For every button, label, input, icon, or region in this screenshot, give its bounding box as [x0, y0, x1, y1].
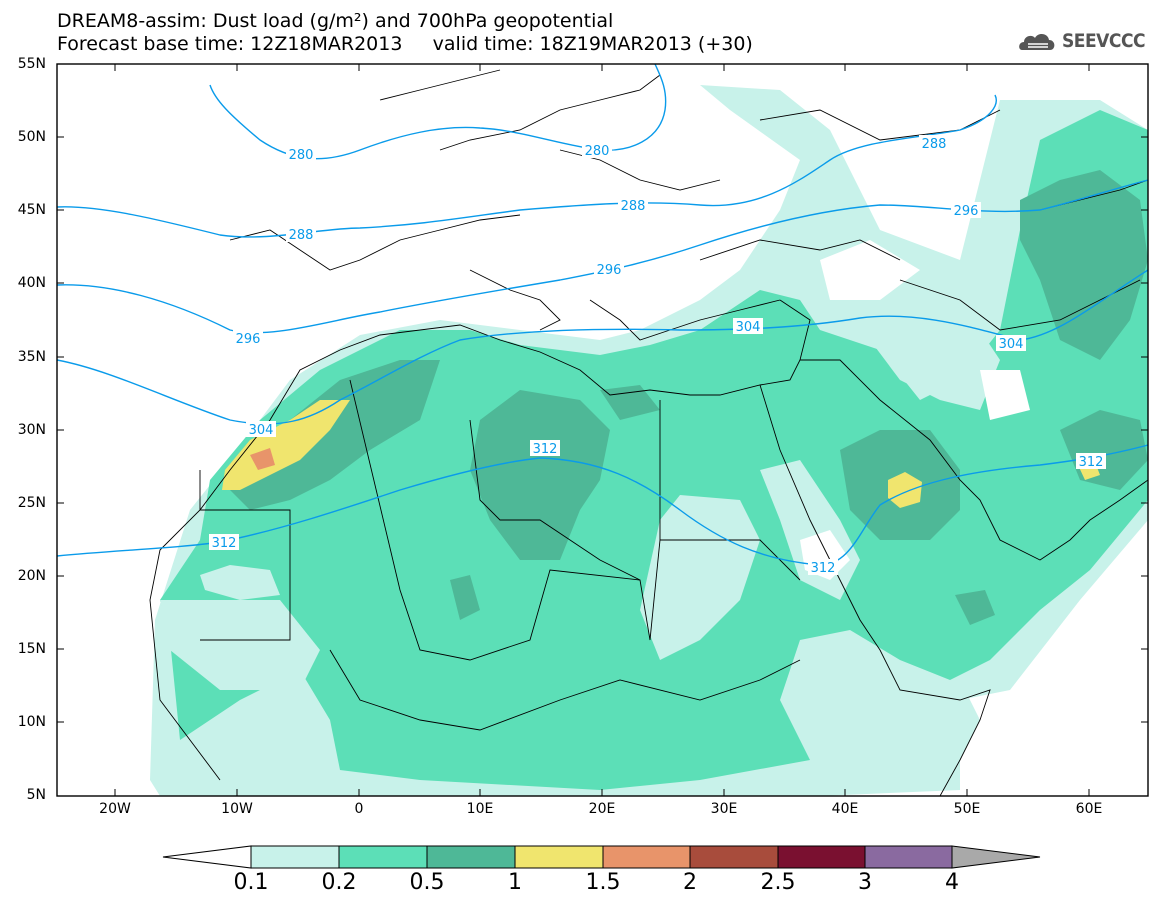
lon-label: 30E	[710, 801, 738, 817]
lat-label: 35N	[17, 349, 46, 365]
lon-label: 0	[354, 801, 364, 817]
colorbar-segment	[338, 845, 428, 869]
map-title: DREAM8-assim: Dust load (g/m²) and 700hP…	[57, 10, 614, 32]
colorbar-segment	[250, 845, 340, 869]
colorbar-label: 3	[858, 870, 872, 895]
dust-area-yellow	[222, 400, 350, 490]
colorbar-label: 0.1	[233, 870, 269, 895]
country-borders	[149, 69, 1148, 796]
contour-label: 296	[597, 263, 622, 278]
contour-label: 288	[621, 199, 646, 214]
contour-label: 312	[212, 536, 237, 551]
contour-label: 304	[249, 423, 274, 438]
contour-label: 296	[954, 204, 979, 219]
dust-area-medium	[160, 110, 1148, 790]
colorbar-label: 1.5	[585, 870, 621, 895]
contour-label: 296	[236, 332, 261, 347]
colorbar-segment	[951, 845, 1041, 869]
colorbar-segment	[777, 845, 866, 869]
lat-label: 50N	[17, 129, 46, 145]
contour-280	[209, 64, 667, 160]
dust-fields	[150, 85, 1148, 796]
contour-label: 312	[1079, 455, 1104, 470]
contour-label: 304	[736, 320, 761, 335]
lat-label: 10N	[17, 714, 46, 730]
dust-area-orange	[250, 448, 275, 470]
lon-label: 60E	[1075, 801, 1103, 817]
brand-logo: SEEVCCC	[1062, 30, 1146, 52]
lon-label: 20E	[588, 801, 616, 817]
colorbar-label: 4	[945, 870, 959, 895]
map-subtitle: Forecast base time: 12Z18MAR2013 valid t…	[57, 33, 753, 55]
contour-label: 312	[811, 561, 836, 576]
lat-label: 15N	[17, 641, 46, 657]
lon-label: 40E	[831, 801, 859, 817]
dust-area-dark	[230, 360, 440, 510]
contour-label: 304	[999, 337, 1024, 352]
colorbar-label: 1	[508, 870, 522, 895]
cloud-icon	[1019, 34, 1055, 50]
contour-label: 288	[289, 228, 314, 243]
contour-label: 280	[585, 144, 610, 159]
colorbar-label: 2.5	[760, 870, 796, 895]
lat-label: 55N	[17, 56, 46, 72]
lat-label: 20N	[17, 568, 46, 584]
colorbar-segment	[426, 845, 516, 869]
lat-label: 30N	[17, 422, 46, 438]
colorbar-label: 0.2	[321, 870, 357, 895]
contour-label: 288	[922, 137, 947, 152]
contour-288	[57, 94, 997, 238]
colorbar	[162, 845, 1041, 869]
contour-312	[57, 444, 1148, 566]
lon-label: 50E	[953, 801, 981, 817]
colorbar-segment	[689, 845, 779, 869]
colorbar-segment	[162, 845, 252, 869]
colorbar-segment	[602, 845, 691, 869]
lat-label: 25N	[17, 495, 46, 511]
lon-label: 10E	[466, 801, 494, 817]
lat-label: 5N	[26, 787, 46, 803]
contour-label: 280	[289, 148, 314, 163]
colorbar-segment	[514, 845, 604, 869]
colorbar-segment	[864, 845, 953, 869]
lon-label: 20W	[99, 801, 131, 817]
lat-label: 40N	[17, 275, 46, 291]
axis-ticks	[57, 63, 1148, 796]
colorbar-label: 0.5	[409, 870, 445, 895]
colorbar-label: 2	[683, 870, 697, 895]
contour-labels: 280 280 288 288 288 296 296 296 304 304 …	[209, 135, 1106, 576]
lat-label: 45N	[17, 202, 46, 218]
contour-label: 312	[533, 442, 558, 457]
lon-label: 10W	[221, 801, 253, 817]
